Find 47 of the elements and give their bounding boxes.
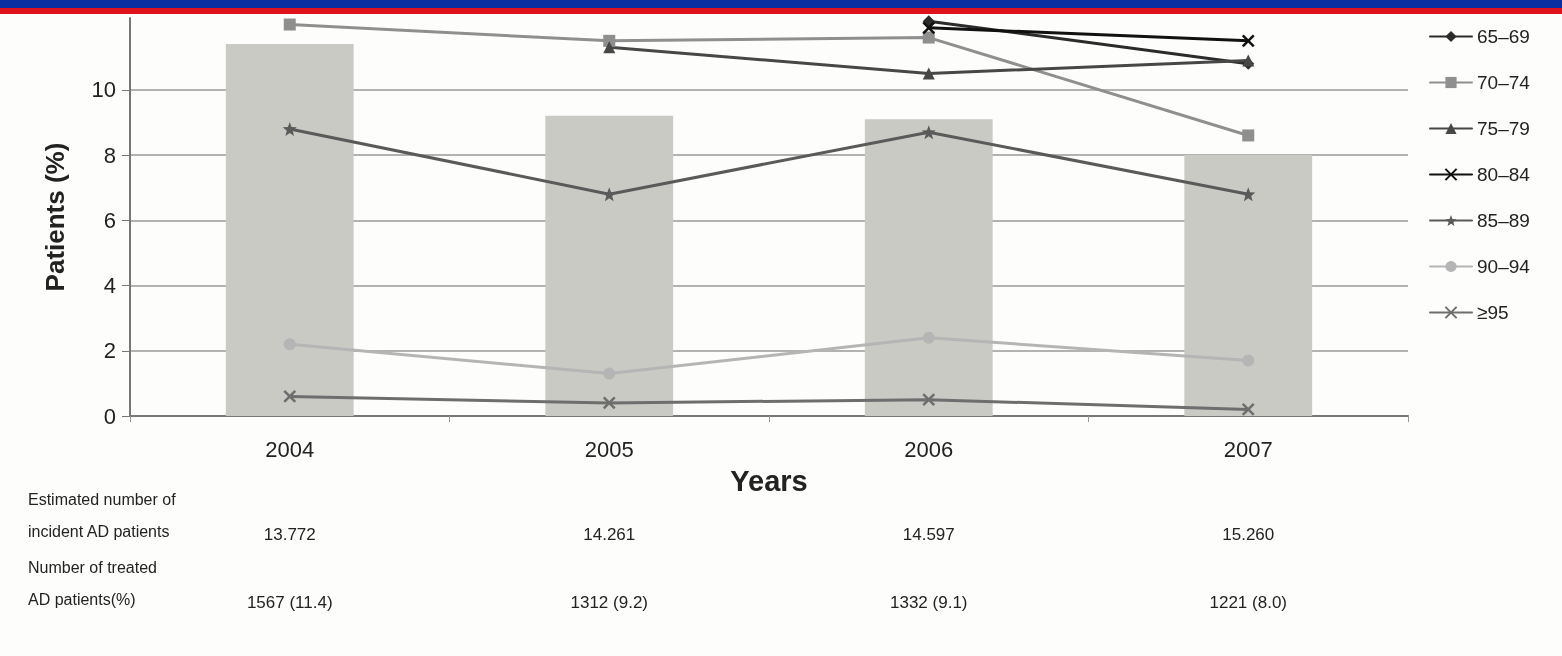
legend-label: 75–79 (1477, 118, 1530, 139)
y-tick-label: 0 (103, 403, 116, 429)
legend-label: 80–84 (1477, 164, 1531, 185)
bar (545, 115, 674, 416)
y-tick-label: 4 (103, 273, 116, 299)
text: 14.597 (902, 525, 955, 544)
point (603, 41, 616, 54)
x-tick-label: 2005 (584, 436, 634, 462)
x-axis-title: Years (730, 464, 808, 497)
point (922, 31, 935, 44)
point (1242, 129, 1255, 142)
legend-label: 70–74 (1477, 72, 1531, 93)
point (1241, 34, 1255, 48)
bar (1184, 155, 1313, 416)
text: Number of treated AD patients(%) (28, 558, 157, 608)
legend-label: 65–69 (1477, 26, 1530, 47)
legend-label: 90–94 (1477, 256, 1531, 277)
data-label: 1221 (8.0) (1209, 593, 1287, 612)
point (922, 21, 936, 35)
point (602, 396, 616, 410)
data-label: 1567 (11.4) (246, 593, 333, 612)
point (282, 121, 297, 136)
point (283, 389, 297, 404)
point (283, 18, 296, 31)
point (922, 392, 936, 407)
y-tick-label: 2 (103, 338, 116, 364)
point (1241, 402, 1255, 417)
data-label: 1312 (9.2) (570, 593, 648, 612)
y-axis-title: Patients (%) (40, 142, 70, 292)
text: 13.772 (263, 525, 316, 544)
point (921, 125, 936, 140)
text: 14.261 (583, 525, 636, 544)
text: 15.260 (1222, 525, 1275, 544)
legend-label: ≥95 (1477, 302, 1509, 323)
x-tick-label: 2007 (1223, 436, 1273, 462)
bar (864, 119, 993, 416)
point (922, 67, 935, 80)
x-tick-label: 2004 (265, 436, 315, 462)
y-tick-label: 8 (103, 142, 116, 168)
text: Estimated number of incident AD patients (28, 490, 177, 540)
point (1241, 187, 1256, 202)
data-label: 1332 (9.1) (890, 593, 968, 612)
bar (225, 44, 354, 416)
y-tick-label: 10 (91, 77, 116, 103)
y-tick-label: 6 (103, 207, 116, 233)
legend-label: 85–89 (1477, 210, 1530, 231)
x-tick-label: 2006 (904, 436, 954, 462)
